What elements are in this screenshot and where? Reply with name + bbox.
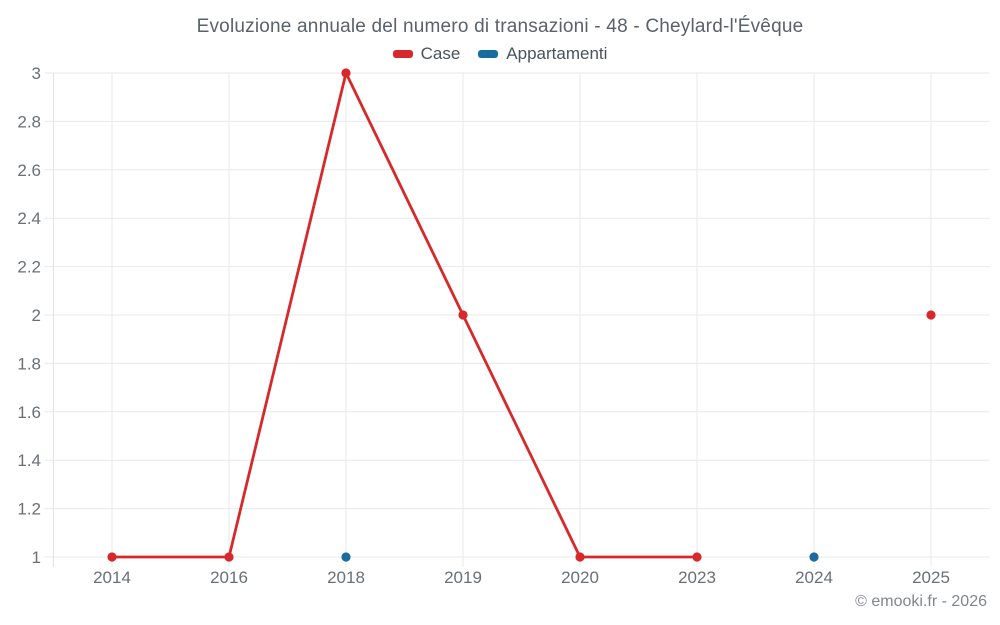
appartamenti-series-swatch-icon xyxy=(478,50,499,58)
y-tick-label: 2.8 xyxy=(17,112,41,131)
case-series-swatch-icon xyxy=(392,50,413,58)
y-tick-label: 1.6 xyxy=(17,403,41,422)
y-tick-label: 1.8 xyxy=(17,354,41,373)
data-point-case-2020[interactable] xyxy=(575,552,585,562)
data-point-appartamenti-2018[interactable] xyxy=(341,552,351,562)
x-tick-label: 2016 xyxy=(210,568,248,587)
chart-legend: Case Appartamenti xyxy=(0,44,1000,64)
y-tick-label: 2.6 xyxy=(17,161,41,180)
chart-title: Evoluzione annuale del numero di transaz… xyxy=(196,16,804,37)
data-point-case-2019[interactable] xyxy=(458,310,468,320)
legend-item-case[interactable]: Case xyxy=(392,44,461,64)
x-tick-label: 2014 xyxy=(93,568,131,587)
data-point-case-2016[interactable] xyxy=(224,552,234,562)
y-tick-label: 1 xyxy=(32,548,41,567)
data-point-appartamenti-2024[interactable] xyxy=(809,552,819,562)
data-point-case-2014[interactable] xyxy=(107,552,117,562)
copyright-text: © emooki.fr - 2026 xyxy=(855,593,987,610)
x-tick-label: 2024 xyxy=(795,568,833,587)
y-tick-label: 2.2 xyxy=(17,258,41,277)
x-tick-label: 2025 xyxy=(912,568,950,587)
y-tick-label: 2 xyxy=(32,306,41,325)
y-tick-label: 2.4 xyxy=(17,209,41,228)
data-point-case-2023[interactable] xyxy=(692,552,702,562)
legend-label-case: Case xyxy=(420,44,461,63)
data-point-case-2018[interactable] xyxy=(341,68,351,78)
x-tick-label: 2023 xyxy=(678,568,716,587)
series-line-case xyxy=(110,71,699,559)
y-tick-label: 3 xyxy=(32,64,41,83)
y-tick-label: 1.4 xyxy=(17,451,41,470)
x-tick-label: 2020 xyxy=(561,568,599,587)
legend-label-appartamenti: Appartamenti xyxy=(506,44,608,63)
y-tick-label: 1.2 xyxy=(17,500,41,519)
x-tick-label: 2019 xyxy=(444,568,482,587)
x-tick-label: 2018 xyxy=(327,568,365,587)
legend-item-appartamenti[interactable]: Appartamenti xyxy=(478,44,607,64)
data-point-case-2025[interactable] xyxy=(926,310,936,320)
